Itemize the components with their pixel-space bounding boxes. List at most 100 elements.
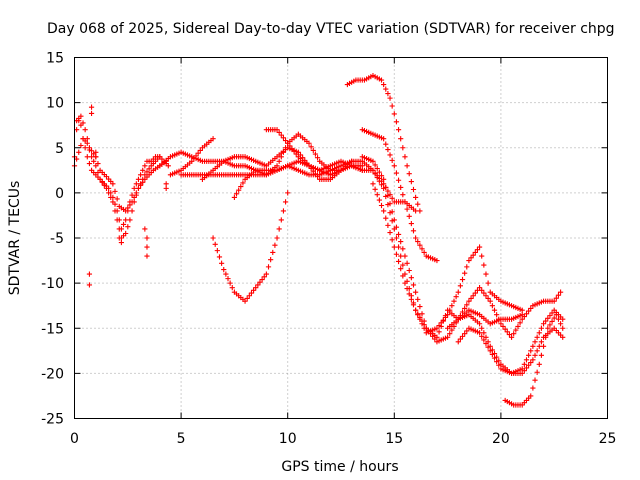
data-point	[413, 235, 419, 241]
data-point	[359, 163, 365, 169]
data-point	[127, 202, 133, 208]
data-point	[402, 280, 408, 286]
data-point	[165, 163, 171, 169]
data-point	[417, 242, 423, 248]
data-point	[521, 313, 527, 320]
data-point	[481, 262, 487, 268]
data-point	[555, 292, 562, 298]
data-point	[278, 154, 284, 160]
data-point	[216, 254, 223, 260]
data-point	[406, 291, 412, 297]
data-point	[483, 271, 489, 277]
data-point	[125, 224, 131, 230]
data-point	[553, 295, 559, 301]
data-point	[387, 229, 393, 236]
data-point	[114, 217, 120, 223]
data-point	[393, 170, 400, 176]
data-point	[312, 171, 319, 177]
data-point	[378, 77, 385, 83]
data-point	[112, 188, 118, 194]
data-point	[538, 352, 545, 358]
data-point	[280, 208, 287, 214]
data-point	[381, 136, 387, 142]
data-point	[108, 194, 114, 200]
data-point	[381, 81, 387, 88]
data-point	[163, 185, 169, 191]
data-point	[457, 336, 463, 342]
y-axis-label: SDTVAR / TECUs	[7, 181, 23, 296]
data-point	[282, 145, 289, 151]
data-point	[553, 312, 559, 318]
data-point	[101, 182, 107, 188]
data-point	[398, 239, 404, 245]
data-point	[515, 323, 521, 330]
data-point	[491, 307, 498, 313]
series-arc-drop-c	[370, 181, 564, 345]
data-point	[545, 325, 551, 331]
data-point	[400, 192, 406, 198]
data-point	[404, 285, 410, 292]
data-point	[534, 369, 540, 375]
data-point	[496, 362, 502, 368]
series-arc-valley	[210, 190, 291, 304]
data-point	[86, 271, 93, 277]
data-point	[240, 180, 246, 186]
data-point	[276, 158, 282, 164]
data-point	[462, 270, 468, 276]
data-point	[214, 248, 220, 254]
data-point	[285, 190, 291, 196]
data-point	[476, 244, 483, 250]
data-point	[419, 246, 425, 252]
y-tick-label: -25	[41, 412, 64, 428]
data-point	[415, 201, 421, 207]
data-point	[144, 169, 150, 175]
data-point	[513, 327, 519, 333]
data-point	[287, 143, 293, 149]
data-point	[389, 237, 395, 243]
data-point	[449, 303, 455, 309]
data-point	[116, 235, 122, 241]
data-point	[402, 154, 408, 160]
data-point	[84, 140, 90, 146]
data-point	[123, 208, 129, 214]
data-point	[195, 150, 201, 156]
data-point	[404, 260, 410, 266]
data-point	[455, 289, 461, 295]
data-point	[398, 266, 404, 272]
data-point	[506, 331, 513, 338]
data-point	[400, 246, 406, 252]
data-point	[530, 343, 536, 349]
data-point	[432, 336, 438, 342]
data-point	[408, 178, 414, 185]
data-point	[468, 295, 474, 302]
data-point	[88, 148, 95, 154]
x-tick-label: 0	[70, 431, 79, 447]
data-point	[479, 287, 485, 293]
data-point	[474, 247, 481, 253]
data-point	[129, 208, 135, 214]
data-point	[257, 279, 263, 285]
data-point	[278, 217, 284, 223]
data-point	[442, 314, 449, 321]
data-point	[291, 148, 297, 154]
data-point	[233, 191, 240, 197]
data-point	[519, 370, 525, 376]
data-point	[528, 348, 534, 354]
data-point	[140, 167, 146, 173]
data-point	[88, 104, 95, 110]
data-point	[406, 171, 412, 177]
data-point	[410, 228, 417, 234]
data-point	[385, 146, 391, 153]
data-point	[378, 173, 385, 179]
data-point	[312, 151, 319, 157]
data-point	[125, 205, 131, 211]
data-point	[278, 132, 284, 138]
data-point	[479, 333, 485, 339]
data-point	[470, 252, 476, 258]
data-point	[400, 262, 406, 268]
data-point	[440, 317, 446, 323]
data-point	[242, 298, 248, 304]
data-point	[434, 325, 440, 331]
data-point	[144, 235, 150, 241]
data-point	[526, 352, 532, 358]
